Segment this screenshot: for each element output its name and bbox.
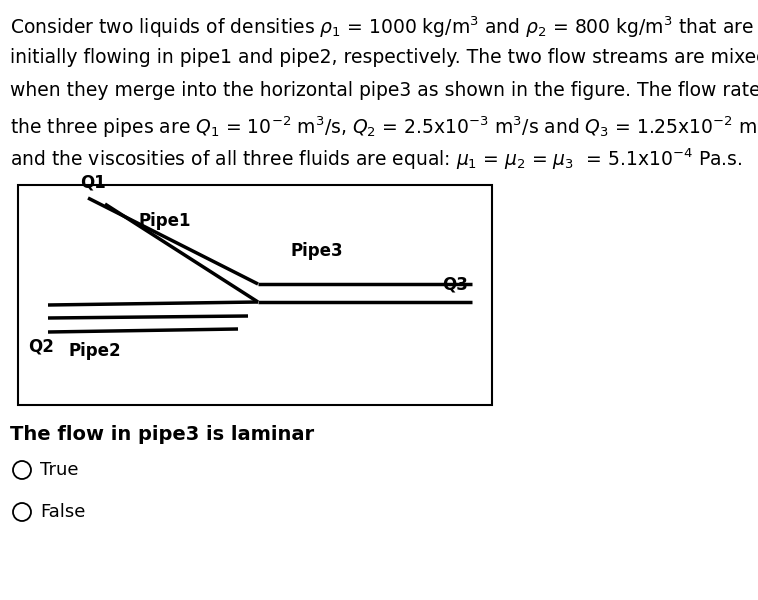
Text: Consider two liquids of densities $\rho_1$ = 1000 kg/m$^3$ and $\rho_2$ = 800 kg: Consider two liquids of densities $\rho_… <box>10 15 754 40</box>
Text: Q2: Q2 <box>28 338 54 356</box>
Text: when they merge into the horizontal pipe3 as shown in the figure. The flow rates: when they merge into the horizontal pipe… <box>10 81 758 100</box>
Text: Pipe3: Pipe3 <box>290 242 343 260</box>
Text: the three pipes are $Q_1$ = 10$^{-2}$ m$^3$/s, $Q_2$ = 2.5x10$^{-3}$ m$^3$/s and: the three pipes are $Q_1$ = 10$^{-2}$ m$… <box>10 114 758 139</box>
Text: initially flowing in pipe1 and pipe2, respectively. The two flow streams are mix: initially flowing in pipe1 and pipe2, re… <box>10 48 758 67</box>
Text: Pipe2: Pipe2 <box>68 342 121 360</box>
Text: False: False <box>40 503 86 521</box>
Circle shape <box>13 503 31 521</box>
Text: The flow in pipe3 is laminar: The flow in pipe3 is laminar <box>10 425 314 444</box>
Text: and the viscosities of all three fluids are equal: $\mu_1$ = $\mu_2$ = $\mu_3$  : and the viscosities of all three fluids … <box>10 147 743 173</box>
Text: Q3: Q3 <box>442 276 468 294</box>
Text: Q1: Q1 <box>80 174 106 192</box>
Bar <box>18 185 492 405</box>
Text: True: True <box>40 461 79 479</box>
Text: Pipe1: Pipe1 <box>138 212 190 230</box>
Circle shape <box>13 461 31 479</box>
